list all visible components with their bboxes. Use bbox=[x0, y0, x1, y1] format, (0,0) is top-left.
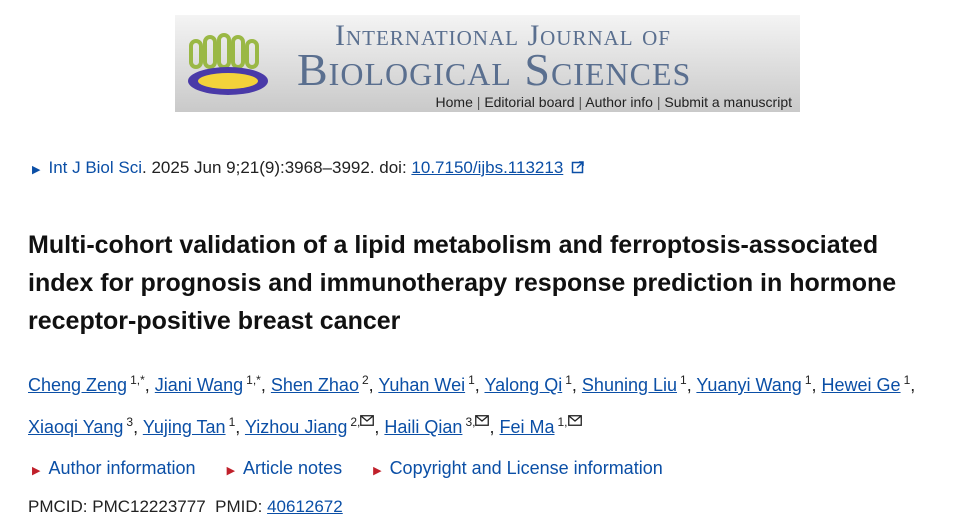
info-link[interactable]: Copyright and License information bbox=[389, 458, 663, 478]
bullet: ▶ bbox=[32, 465, 41, 477]
journal-name: Biological Sciences bbox=[297, 44, 692, 95]
author: Xiaoqi Yang 3 bbox=[28, 415, 138, 437]
bullet: ▶ bbox=[373, 465, 382, 477]
affiliation: 1 bbox=[680, 373, 687, 387]
info-link[interactable]: Article notes bbox=[243, 458, 343, 478]
affiliation: 1 bbox=[565, 373, 572, 387]
author-name[interactable]: Jiani Wang bbox=[154, 375, 244, 395]
affiliation: 2 bbox=[361, 373, 369, 387]
citation-details: . 2025 Jun 9;21(9):3968–3992. doi: bbox=[142, 158, 412, 177]
author: Yalong Qi 1 bbox=[484, 373, 576, 395]
author: Fei Ma 1, bbox=[499, 415, 582, 437]
pmcid-label: PMCID: bbox=[28, 497, 88, 516]
author: Jiani Wang 1,* bbox=[154, 373, 266, 395]
nav-link[interactable]: Editorial board bbox=[473, 94, 575, 110]
affiliation: 1, bbox=[558, 415, 582, 429]
author: Yuhan Wei 1 bbox=[378, 373, 479, 395]
author-name[interactable]: Yizhou Jiang bbox=[244, 417, 348, 437]
pmcid: PMC12223777 bbox=[92, 497, 206, 516]
pmid-link[interactable]: 40612672 bbox=[267, 497, 343, 516]
author: Yuanyi Wang 1 bbox=[696, 373, 816, 395]
nav-link[interactable]: Home bbox=[435, 94, 473, 110]
email-icon[interactable] bbox=[360, 415, 375, 426]
nav: HomeEditorial boardAuthor infoSubmit a m… bbox=[436, 94, 792, 110]
affiliation: 1 bbox=[468, 373, 475, 387]
affiliation: 1 bbox=[903, 373, 911, 387]
citation: ▶ Int J Biol Sci. 2025 Jun 9;21(9):3968–3… bbox=[32, 158, 585, 178]
author: Cheng Zeng 1,* bbox=[28, 373, 150, 395]
email-icon[interactable] bbox=[475, 415, 490, 426]
affiliation: 1,* bbox=[246, 373, 261, 387]
journal-link[interactable]: Int J Biol Sci bbox=[48, 158, 143, 177]
nav-link[interactable]: Author info bbox=[575, 94, 653, 110]
author-name[interactable]: Shuning Liu bbox=[581, 375, 678, 395]
author-name[interactable]: Fei Ma bbox=[499, 417, 555, 437]
author-name[interactable]: Yuanyi Wang bbox=[696, 375, 802, 395]
affiliation: 3 bbox=[126, 415, 134, 429]
author: Yujing Tan 1 bbox=[142, 415, 240, 437]
author-name[interactable]: Yuhan Wei bbox=[378, 375, 466, 395]
affiliation: 1 bbox=[228, 415, 236, 429]
info-links: ▶ Author information ▶ Article notes ▶ Copy… bbox=[32, 458, 689, 479]
author-name[interactable]: Yujing Tan bbox=[142, 417, 226, 437]
nav-link[interactable]: Submit a manuscript bbox=[653, 94, 792, 110]
logo bbox=[188, 33, 268, 95]
author: Shuning Liu 1 bbox=[581, 373, 692, 395]
doi-link[interactable]: 10.7150/ijbs.113213 bbox=[411, 158, 564, 177]
pmid-label: PMID: bbox=[215, 497, 263, 516]
author: Shen Zhao 2 bbox=[270, 373, 374, 395]
affiliation: 2, bbox=[350, 415, 375, 429]
journal-banner[interactable]: International Journal of Biological Scie… bbox=[175, 15, 800, 112]
author: Yizhou Jiang 2, bbox=[244, 415, 379, 437]
email-icon[interactable] bbox=[567, 415, 582, 426]
bullet: ▶ bbox=[32, 164, 41, 176]
author-name[interactable]: Xiaoqi Yang bbox=[28, 417, 124, 437]
author-name[interactable]: Yalong Qi bbox=[484, 375, 563, 395]
affiliation: 1 bbox=[804, 373, 812, 387]
bullet: ▶ bbox=[226, 465, 236, 477]
author-name[interactable]: Hewei Ge bbox=[821, 375, 901, 395]
author-name[interactable]: Haili Qian bbox=[384, 417, 463, 437]
affiliation: 1,* bbox=[130, 373, 145, 387]
info-link[interactable]: Author information bbox=[48, 458, 196, 478]
affiliation: 3, bbox=[465, 415, 490, 429]
article-title: Multi-cohort validation of a lipid metab… bbox=[28, 231, 897, 335]
author-name[interactable]: Cheng Zeng bbox=[28, 375, 128, 395]
journal-name: International Journal of bbox=[335, 19, 671, 52]
author: Hewei Ge 1 bbox=[821, 373, 916, 395]
author-name[interactable]: Shen Zhao bbox=[270, 375, 359, 395]
identifiers: PMCID: PMC12223777 PMID: 40612672 bbox=[28, 497, 343, 517]
author: Haili Qian 3, bbox=[384, 415, 494, 437]
external-icon bbox=[571, 161, 584, 174]
